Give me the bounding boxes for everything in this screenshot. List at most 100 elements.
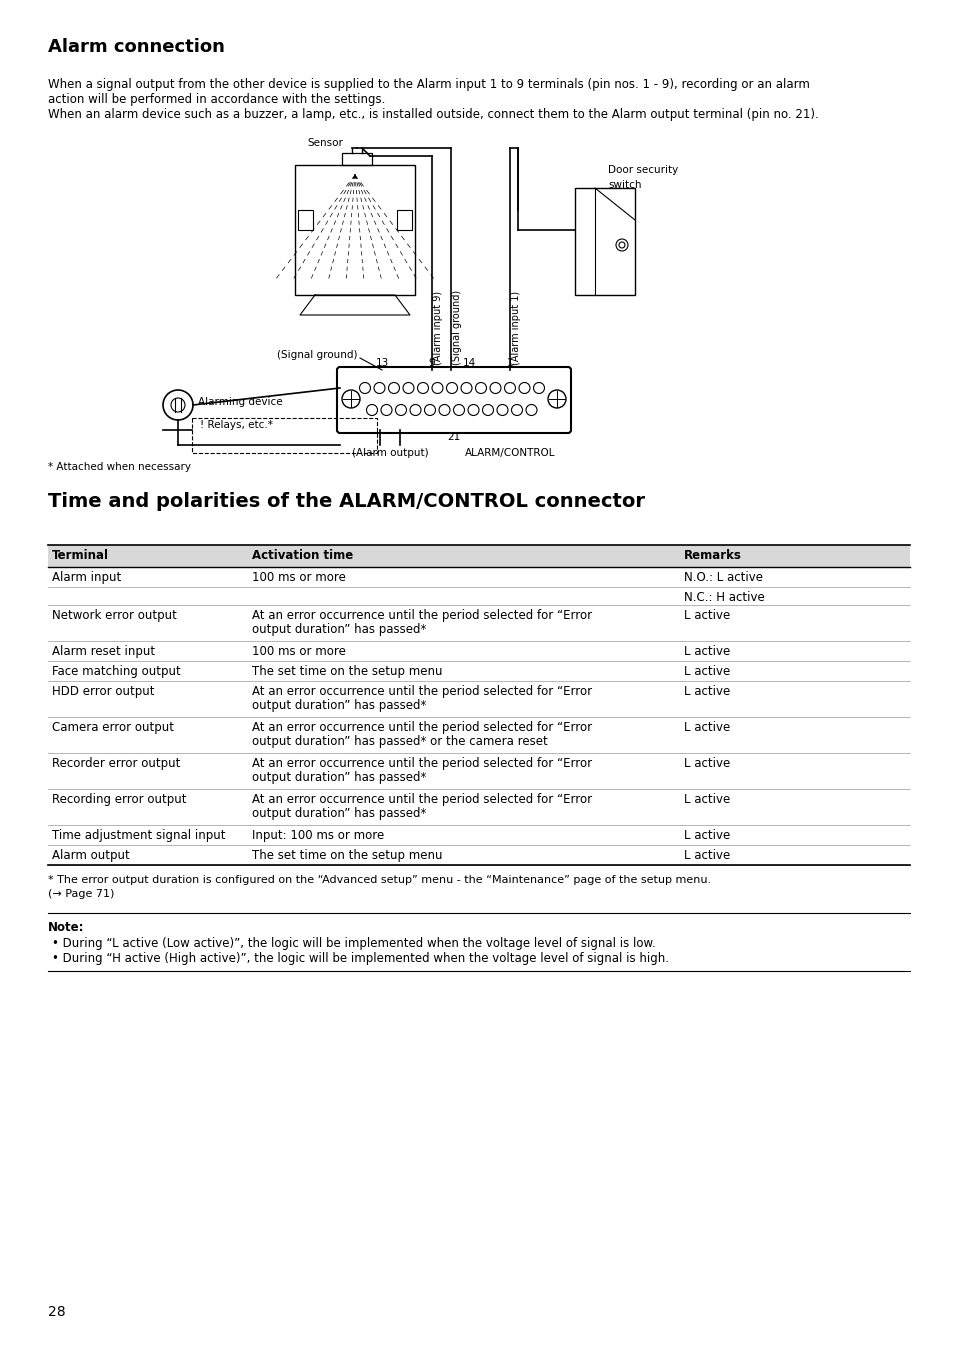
Circle shape xyxy=(388,382,399,393)
Circle shape xyxy=(453,405,464,416)
Circle shape xyxy=(525,405,537,416)
Circle shape xyxy=(163,390,193,420)
Text: (Signal ground): (Signal ground) xyxy=(277,350,357,360)
Text: L active: L active xyxy=(683,666,729,678)
Text: 9: 9 xyxy=(428,358,435,369)
Text: Recording error output: Recording error output xyxy=(52,792,186,806)
Circle shape xyxy=(497,405,507,416)
Text: 13: 13 xyxy=(375,358,388,369)
Text: (Signal ground): (Signal ground) xyxy=(452,290,461,364)
Circle shape xyxy=(446,382,457,393)
Text: The set time on the setup menu: The set time on the setup menu xyxy=(252,666,442,678)
Circle shape xyxy=(410,405,420,416)
Circle shape xyxy=(475,382,486,393)
Text: output duration” has passed* or the camera reset: output duration” has passed* or the came… xyxy=(252,734,547,748)
Circle shape xyxy=(504,382,515,393)
Text: output duration” has passed*: output duration” has passed* xyxy=(252,622,426,636)
Text: output duration” has passed*: output duration” has passed* xyxy=(252,699,426,711)
FancyBboxPatch shape xyxy=(336,367,571,433)
Text: L active: L active xyxy=(683,829,729,842)
Text: Sensor: Sensor xyxy=(307,138,342,148)
Text: output duration” has passed*: output duration” has passed* xyxy=(252,807,426,819)
Text: The set time on the setup menu: The set time on the setup menu xyxy=(252,849,442,863)
Circle shape xyxy=(438,405,450,416)
Text: L active: L active xyxy=(683,849,729,863)
Text: Camera error output: Camera error output xyxy=(52,721,173,734)
Text: (Alarm input 9): (Alarm input 9) xyxy=(433,290,442,364)
Text: * The error output duration is configured on the “Advanced setup” menu - the “Ma: * The error output duration is configure… xyxy=(48,875,710,886)
Circle shape xyxy=(482,405,493,416)
Circle shape xyxy=(533,382,544,393)
Text: Time and polarities of the ALARM/CONTROL connector: Time and polarities of the ALARM/CONTROL… xyxy=(48,491,644,512)
Text: Face matching output: Face matching output xyxy=(52,666,180,678)
Circle shape xyxy=(547,390,565,408)
Text: 14: 14 xyxy=(462,358,476,369)
Bar xyxy=(192,418,376,454)
Text: Activation time: Activation time xyxy=(252,549,353,562)
Bar xyxy=(297,211,313,230)
Circle shape xyxy=(395,405,406,416)
Bar xyxy=(575,188,635,296)
Text: Remarks: Remarks xyxy=(683,549,741,562)
Text: Input: 100 ms or more: Input: 100 ms or more xyxy=(252,829,384,842)
Circle shape xyxy=(171,398,185,412)
Text: When a signal output from the other device is supplied to the Alarm input 1 to 9: When a signal output from the other devi… xyxy=(48,78,809,90)
Text: At an error occurrence until the period selected for “Error: At an error occurrence until the period … xyxy=(252,684,592,698)
Circle shape xyxy=(424,405,435,416)
Text: Alarm output: Alarm output xyxy=(52,849,130,863)
Circle shape xyxy=(417,382,428,393)
Text: Alarm input: Alarm input xyxy=(52,571,121,585)
Text: action will be performed in accordance with the settings.: action will be performed in accordance w… xyxy=(48,93,385,107)
Circle shape xyxy=(618,242,624,248)
Text: Door security: Door security xyxy=(607,165,678,176)
Text: N.O.: L active: N.O.: L active xyxy=(683,571,762,585)
Circle shape xyxy=(359,382,370,393)
Text: Recorder error output: Recorder error output xyxy=(52,757,180,769)
Circle shape xyxy=(511,405,522,416)
Circle shape xyxy=(490,382,500,393)
Text: ! Relays, etc.*: ! Relays, etc.* xyxy=(200,420,273,431)
Circle shape xyxy=(366,405,377,416)
Text: HDD error output: HDD error output xyxy=(52,684,154,698)
Text: Terminal: Terminal xyxy=(52,549,109,562)
Text: (Alarm input 1): (Alarm input 1) xyxy=(511,290,520,364)
Text: Note:: Note: xyxy=(48,921,85,934)
Text: N.C.: H active: N.C.: H active xyxy=(683,591,764,603)
Text: • During “L active (Low active)”, the logic will be implemented when the voltage: • During “L active (Low active)”, the lo… xyxy=(52,937,655,950)
Text: 28: 28 xyxy=(48,1305,66,1319)
Text: 1: 1 xyxy=(506,358,513,369)
Text: 100 ms or more: 100 ms or more xyxy=(252,571,346,585)
Text: L active: L active xyxy=(683,757,729,769)
Text: At an error occurrence until the period selected for “Error: At an error occurrence until the period … xyxy=(252,721,592,734)
Circle shape xyxy=(374,382,385,393)
Circle shape xyxy=(341,390,359,408)
Text: L active: L active xyxy=(683,609,729,622)
Text: • During “H active (High active)”, the logic will be implemented when the voltag: • During “H active (High active)”, the l… xyxy=(52,952,668,965)
Text: At an error occurrence until the period selected for “Error: At an error occurrence until the period … xyxy=(252,609,592,622)
Circle shape xyxy=(460,382,472,393)
Text: output duration” has passed*: output duration” has passed* xyxy=(252,771,426,784)
Text: At an error occurrence until the period selected for “Error: At an error occurrence until the period … xyxy=(252,757,592,769)
Text: Alarm connection: Alarm connection xyxy=(48,38,225,55)
Circle shape xyxy=(518,382,530,393)
Text: 100 ms or more: 100 ms or more xyxy=(252,645,346,657)
Circle shape xyxy=(616,239,627,251)
Text: L active: L active xyxy=(683,645,729,657)
Text: When an alarm device such as a buzzer, a lamp, etc., is installed outside, conne: When an alarm device such as a buzzer, a… xyxy=(48,108,818,122)
Text: 21: 21 xyxy=(447,432,460,441)
Text: L active: L active xyxy=(683,792,729,806)
Circle shape xyxy=(432,382,442,393)
Text: At an error occurrence until the period selected for “Error: At an error occurrence until the period … xyxy=(252,792,592,806)
Text: (Alarm output): (Alarm output) xyxy=(352,448,428,458)
Text: Alarm reset input: Alarm reset input xyxy=(52,645,155,657)
Circle shape xyxy=(402,382,414,393)
Text: L active: L active xyxy=(683,721,729,734)
Text: ALARM/CONTROL: ALARM/CONTROL xyxy=(464,448,555,458)
Text: L active: L active xyxy=(683,684,729,698)
Bar xyxy=(396,211,412,230)
Text: Network error output: Network error output xyxy=(52,609,176,622)
Bar xyxy=(48,545,909,567)
Bar xyxy=(294,165,415,296)
Circle shape xyxy=(380,405,392,416)
Circle shape xyxy=(468,405,478,416)
